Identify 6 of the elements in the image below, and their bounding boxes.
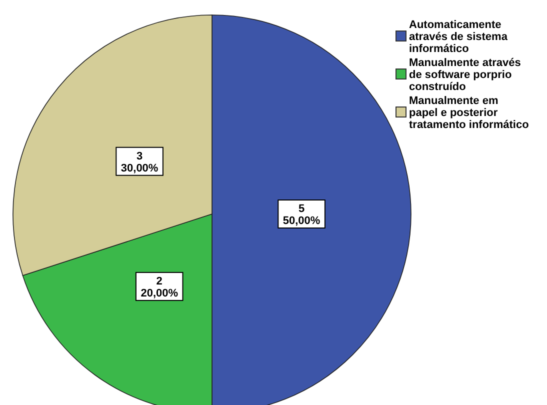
data-label: 3 30,00% — [120, 150, 158, 174]
data-label: 5 50,00% — [282, 203, 320, 227]
legend-label: Manualmente em papel e posterior tratamento informático — [409, 95, 530, 131]
legend-label: Automaticamente através de sistema informático — [409, 19, 508, 55]
legend-label: Manualmente através de software porprio construído — [409, 57, 521, 93]
data-label: 2 20,00% — [140, 275, 178, 300]
